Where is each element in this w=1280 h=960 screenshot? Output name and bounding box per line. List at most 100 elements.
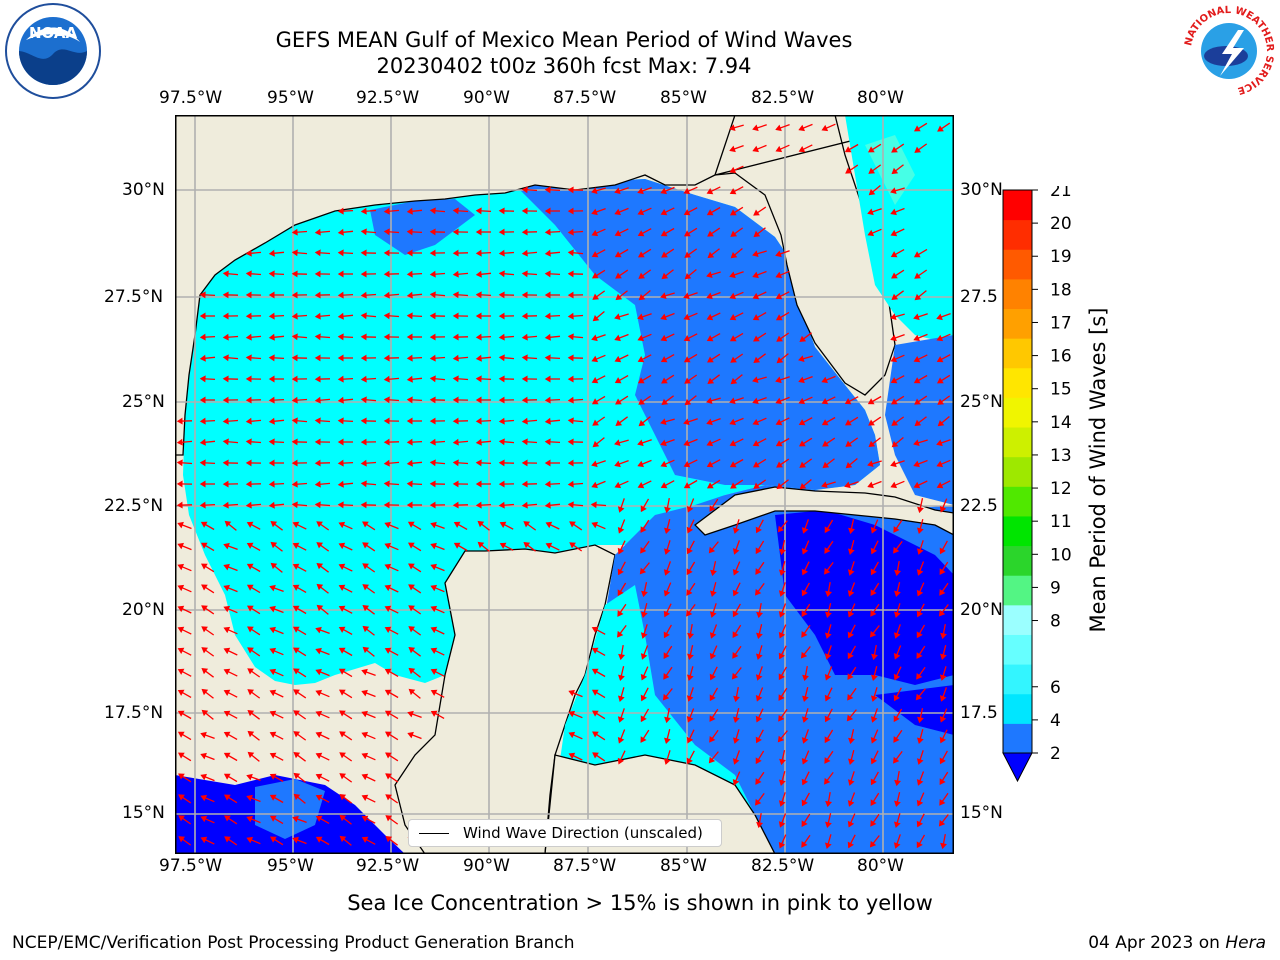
- wind-arrow-head: [338, 584, 346, 591]
- wind-arrow-head: [686, 506, 694, 513]
- wind-arrow-head: [407, 731, 414, 739]
- wind-arrow-head: [777, 735, 785, 743]
- wind-arrow-head: [894, 590, 901, 598]
- wind-arrow-head: [408, 563, 415, 570]
- wind-arrow-head: [268, 291, 275, 299]
- wind-arrow-head: [521, 417, 528, 425]
- wind-arrow-head: [871, 653, 878, 661]
- wind-arrow-head: [637, 230, 645, 237]
- lon-label-bottom: 97.5°W: [159, 856, 223, 876]
- wind-arrow-head: [617, 610, 624, 617]
- wind-arrow-head: [709, 632, 717, 639]
- wind-arrow-head: [199, 354, 206, 362]
- wind-arrow-head: [939, 778, 946, 786]
- wind-arrow-head: [199, 480, 206, 488]
- wind-arrow-head: [223, 626, 231, 634]
- generation-date: 04 Apr 2023 on Hera: [1088, 933, 1266, 953]
- producer-credit: NCEP/EMC/Verification Post Processing Pr…: [12, 933, 575, 953]
- wind-arrow-head: [223, 668, 231, 676]
- wind-arrow-head: [936, 439, 943, 447]
- wind-arrow-head: [660, 230, 668, 237]
- wind-arrow-head: [706, 209, 714, 216]
- wind-arrow-head: [778, 590, 786, 597]
- wind-arrow-head: [222, 501, 229, 509]
- wind-arrow-head: [269, 836, 277, 843]
- wind-arrow-head: [475, 459, 482, 467]
- wind-arrow-head: [201, 709, 209, 717]
- wind-arrow-head: [291, 438, 298, 446]
- wind-arrow-head: [385, 752, 392, 759]
- wind-arrow-head: [615, 419, 623, 426]
- wind-arrow-head: [661, 272, 669, 280]
- wind-arrow-head: [916, 799, 924, 807]
- wind-arrow-head: [894, 779, 901, 787]
- colorbar-segment: [1003, 427, 1032, 458]
- wind-arrow-head: [523, 542, 531, 549]
- wind-arrow-head: [246, 815, 253, 823]
- wind-arrow-head: [199, 501, 206, 509]
- colorbar-segment: [1003, 515, 1032, 547]
- wind-arrow-head: [868, 419, 875, 426]
- wind-arrow-head: [683, 439, 690, 447]
- wind-arrow-head: [292, 626, 300, 633]
- wind-arrow-head: [890, 481, 898, 489]
- wind-arrow-head: [408, 688, 416, 696]
- wind-arrow-head: [801, 631, 808, 638]
- wind-arrow-head: [568, 752, 576, 760]
- wind-arrow-head: [868, 440, 876, 448]
- wind-arrow-head: [268, 375, 275, 383]
- wind-arrow-head: [292, 521, 300, 529]
- wind-arrow-head: [201, 668, 209, 675]
- colorbar-segment: [1003, 545, 1032, 576]
- wind-arrow-head: [385, 794, 392, 801]
- wind-arrow-head: [729, 145, 736, 153]
- wind-arrow-head: [200, 815, 208, 823]
- wind-arrow-head: [222, 375, 229, 383]
- chart-subtitle: 20230402 t00z 360h fcst Max: 7.94: [376, 54, 752, 78]
- wind-arrow-head: [890, 229, 898, 237]
- wind-arrow-head: [269, 752, 277, 759]
- lon-label-top: 87.5°W: [553, 88, 617, 108]
- wind-arrow-head: [614, 439, 621, 447]
- wind-arrow-head: [223, 584, 230, 592]
- wind-arrow-head: [178, 773, 185, 780]
- colorbar-tick-label: 12: [1050, 479, 1072, 499]
- lat-label-right: 27.5: [960, 287, 998, 307]
- wind-arrow-head: [475, 480, 482, 488]
- colorbar-tick-label: 18: [1050, 280, 1072, 300]
- colorbar-under-extension: [1002, 752, 1033, 783]
- wind-arrow-head: [706, 461, 714, 468]
- lon-label-top: 85°W: [660, 88, 707, 108]
- wind-arrow-head: [569, 542, 576, 549]
- wind-arrow-head: [475, 438, 482, 446]
- wind-arrow-head: [521, 354, 528, 362]
- wind-arrow-head: [292, 563, 300, 570]
- colorbar-segment: [1003, 219, 1032, 250]
- wind-arrow-head: [615, 272, 622, 279]
- wind-arrow-head: [406, 438, 413, 446]
- wind-arrow-head: [429, 228, 436, 236]
- wind-arrow-head: [824, 653, 832, 660]
- lon-label-top: 95°W: [267, 88, 314, 108]
- colorbar-tick-label: 2: [1050, 744, 1061, 764]
- wind-arrow-head: [637, 481, 645, 489]
- colorbar-segment: [1003, 604, 1032, 635]
- wind-arrow-head: [406, 228, 413, 236]
- wind-arrow-head: [917, 527, 924, 534]
- wind-arrow-head: [544, 333, 551, 341]
- wind-arrow-head: [544, 396, 551, 404]
- wind-arrow-head: [337, 270, 344, 278]
- wind-arrow-head: [406, 396, 413, 404]
- wind-arrow-head: [453, 542, 461, 549]
- wind-arrow-head: [798, 124, 805, 132]
- wind-arrow-head: [291, 312, 298, 320]
- lat-label-right: 25°N: [960, 392, 1003, 412]
- wind-arrow-head: [706, 482, 714, 489]
- wind-arrow-head: [867, 481, 874, 489]
- wind-arrow-head: [637, 439, 644, 447]
- atlantic-water-blue: [885, 335, 954, 505]
- wind-arrow-head: [663, 652, 670, 660]
- lat-label-right: 17.5: [960, 703, 998, 723]
- wind-arrow-head: [890, 334, 897, 342]
- wind-arrow-head: [914, 272, 921, 279]
